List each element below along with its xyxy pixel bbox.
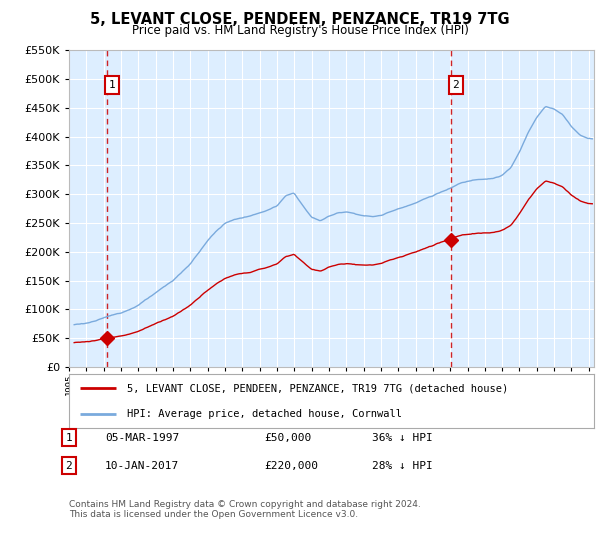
Text: 5, LEVANT CLOSE, PENDEEN, PENZANCE, TR19 7TG: 5, LEVANT CLOSE, PENDEEN, PENZANCE, TR19… <box>90 12 510 27</box>
Text: 2: 2 <box>452 80 459 90</box>
Text: 1: 1 <box>65 433 73 443</box>
Text: £50,000: £50,000 <box>264 433 311 443</box>
Text: 10-JAN-2017: 10-JAN-2017 <box>105 461 179 471</box>
Text: Contains HM Land Registry data © Crown copyright and database right 2024.
This d: Contains HM Land Registry data © Crown c… <box>69 500 421 519</box>
Text: HPI: Average price, detached house, Cornwall: HPI: Average price, detached house, Corn… <box>127 409 402 418</box>
Text: £220,000: £220,000 <box>264 461 318 471</box>
Text: 36% ↓ HPI: 36% ↓ HPI <box>372 433 433 443</box>
Text: 1: 1 <box>109 80 115 90</box>
Text: 28% ↓ HPI: 28% ↓ HPI <box>372 461 433 471</box>
Text: 5, LEVANT CLOSE, PENDEEN, PENZANCE, TR19 7TG (detached house): 5, LEVANT CLOSE, PENDEEN, PENZANCE, TR19… <box>127 384 508 393</box>
Text: Price paid vs. HM Land Registry's House Price Index (HPI): Price paid vs. HM Land Registry's House … <box>131 24 469 37</box>
Text: 2: 2 <box>65 461 73 471</box>
Text: 05-MAR-1997: 05-MAR-1997 <box>105 433 179 443</box>
